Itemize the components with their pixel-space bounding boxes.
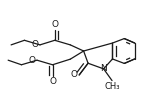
Text: N: N	[100, 64, 107, 73]
Text: O: O	[32, 40, 38, 49]
Text: O: O	[51, 20, 58, 29]
Text: O: O	[29, 56, 36, 65]
Text: O: O	[49, 77, 56, 86]
Text: CH₃: CH₃	[104, 82, 120, 91]
Text: O: O	[71, 70, 78, 79]
